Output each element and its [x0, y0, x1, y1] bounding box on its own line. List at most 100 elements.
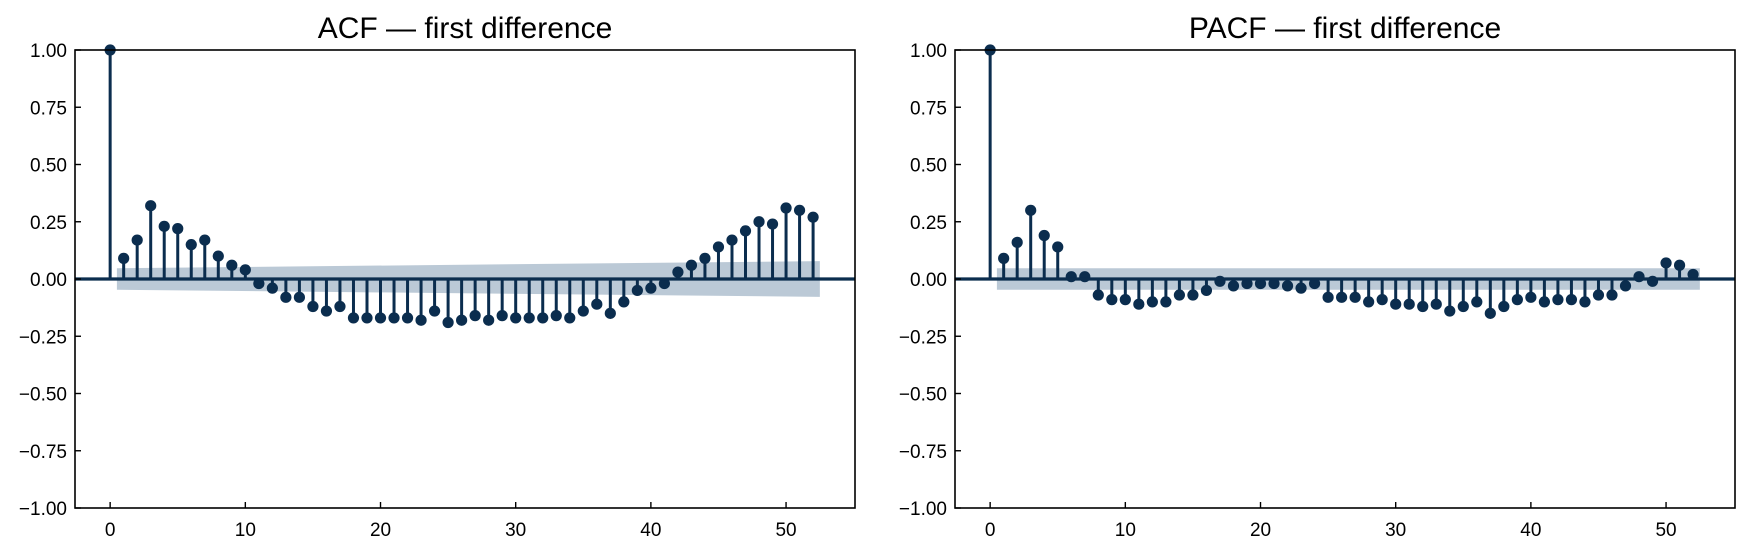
pacf-marker-lag-18: [1227, 280, 1240, 292]
pacf-ytick-label: 1.00: [910, 41, 947, 62]
acf-marker-lag-24: [428, 305, 441, 317]
pacf-marker-lag-23: [1295, 282, 1307, 294]
acf-marker-lag-16: [320, 305, 333, 317]
pacf-marker-lag-35: [1457, 300, 1469, 313]
pacf-ytick-label: 0.75: [910, 98, 947, 119]
acf-marker-lag-8: [212, 250, 224, 262]
pacf-marker-lag-6: [1065, 271, 1077, 283]
acf-ytick-label: 0.75: [30, 98, 67, 119]
pacf-xtick-label: 30: [1385, 520, 1406, 541]
acf-marker-lag-1: [118, 252, 130, 264]
pacf-ytick-label: −1.00: [899, 499, 947, 520]
pacf-marker-lag-36: [1471, 296, 1483, 308]
acf-marker-lag-14: [293, 291, 306, 303]
pacf-marker-lag-41: [1538, 296, 1550, 308]
acf-marker-lag-18: [347, 312, 360, 324]
pacf-marker-lag-51: [1673, 259, 1686, 271]
acf-xtick-label: 0: [105, 520, 116, 541]
acf-marker-lag-15: [307, 300, 319, 313]
acf-marker-lag-44: [699, 252, 711, 264]
pacf-marker-lag-25: [1322, 291, 1334, 303]
pacf-ytick-label: 0.00: [910, 270, 947, 291]
acf-xtick-label: 20: [370, 520, 391, 541]
acf-marker-lag-37: [604, 307, 616, 319]
acf-title: ACF — first difference: [318, 12, 613, 45]
acf-ytick-label: −0.25: [19, 327, 67, 348]
pacf-marker-lag-24: [1308, 277, 1321, 290]
acf-marker-lag-43: [685, 259, 698, 271]
acf-marker-lag-26: [456, 314, 468, 326]
pacf-marker-lag-9: [1106, 294, 1118, 306]
pacf-marker-lag-22: [1281, 280, 1294, 292]
acf-marker-lag-42: [672, 266, 684, 278]
pacf-marker-lag-45: [1592, 289, 1605, 301]
acf-ytick-label: −0.50: [19, 385, 67, 406]
acf-marker-lag-36: [591, 298, 603, 310]
acf-marker-lag-10: [239, 264, 251, 276]
pacf-marker-lag-43: [1565, 294, 1578, 306]
pacf-marker-lag-17: [1214, 275, 1226, 287]
pacf-marker-lag-21: [1268, 277, 1280, 290]
acf-marker-lag-48: [753, 216, 765, 228]
pacf-marker-lag-1: [998, 252, 1010, 264]
pacf-marker-lag-3: [1025, 204, 1037, 216]
pacf-marker-lag-42: [1552, 294, 1564, 306]
pacf-marker-lag-12: [1146, 296, 1158, 308]
acf-xtick-label: 40: [640, 520, 661, 541]
acf-marker-lag-28: [483, 314, 495, 326]
acf-marker-lag-34: [564, 312, 576, 324]
acf-plot-area: 1.00 0.75 0.50 0.25 0.00 −0.25 −0.50 −0.75 −1.00…: [19, 41, 856, 541]
pacf-marker-lag-32: [1417, 300, 1429, 313]
pacf-marker-lag-52: [1687, 268, 1699, 281]
acf-ytick-label: −0.75: [19, 442, 67, 463]
pacf-marker-lag-14: [1173, 289, 1186, 301]
pacf-xtick-label: 0: [985, 520, 996, 541]
pacf-marker-lag-40: [1525, 291, 1537, 303]
pacf-ytick-label: −0.25: [899, 327, 947, 348]
acf-marker-lag-5: [172, 223, 184, 235]
pacf-marker-lag-46: [1606, 289, 1618, 301]
pacf-ytick-label: 0.25: [910, 213, 947, 234]
acf-marker-lag-11: [253, 277, 265, 290]
pacf-marker-lag-13: [1160, 296, 1172, 308]
pacf-marker-lag-31: [1403, 298, 1415, 310]
acf-marker-lag-45: [712, 241, 725, 253]
pacf-marker-lag-16: [1200, 284, 1213, 297]
acf-marker-lag-20: [374, 312, 387, 324]
acf-marker-lag-2: [131, 234, 143, 246]
pacf-panel: PACF — first difference 1.00 0.75 0.50 0.25…: [899, 12, 1736, 541]
acf-marker-lag-52: [807, 211, 819, 223]
pacf-marker-lag-29: [1376, 294, 1388, 306]
acf-marker-lag-41: [658, 277, 670, 290]
acf-panel: ACF — first difference 1.00 0.75 0.50 0.25 0…: [19, 12, 856, 541]
acf-marker-lag-46: [726, 234, 738, 246]
pacf-marker-lag-26: [1336, 291, 1348, 303]
acf-marker-lag-30: [510, 312, 522, 324]
pacf-marker-lag-27: [1349, 291, 1361, 303]
pacf-marker-lag-47: [1619, 280, 1632, 292]
acf-marker-lag-6: [185, 239, 197, 251]
acf-marker-lag-22: [401, 312, 414, 324]
acf-marker-lag-51: [793, 204, 806, 216]
pacf-xtick-label: 40: [1520, 520, 1541, 541]
acf-marker-lag-13: [280, 291, 292, 303]
acf-marker-lag-17: [334, 300, 346, 313]
pacf-marker-lag-5: [1052, 241, 1064, 253]
acf-ytick-label: 0.25: [30, 213, 67, 234]
pacf-marker-lag-8: [1092, 289, 1104, 301]
acf-marker-lag-50: [780, 202, 792, 214]
acf-xtick-label: 30: [505, 520, 526, 541]
pacf-marker-lag-39: [1511, 294, 1523, 306]
acf-marker-lag-33: [550, 310, 562, 322]
acf-marker-lag-49: [766, 218, 779, 230]
pacf-marker-lag-28: [1363, 296, 1375, 308]
acf-marker-lag-4: [158, 220, 170, 232]
acf-ytick-label: 0.00: [30, 270, 67, 291]
pacf-marker-lag-20: [1254, 277, 1267, 290]
pacf-plot-area: 1.00 0.75 0.50 0.25 0.00 −0.25 −0.50 −0.75 −1.00…: [899, 41, 1736, 541]
acf-marker-lag-19: [361, 312, 373, 324]
pacf-xtick-label: 50: [1655, 520, 1676, 541]
acf-xtick-label: 50: [775, 520, 796, 541]
pacf-marker-lag-49: [1646, 275, 1659, 287]
